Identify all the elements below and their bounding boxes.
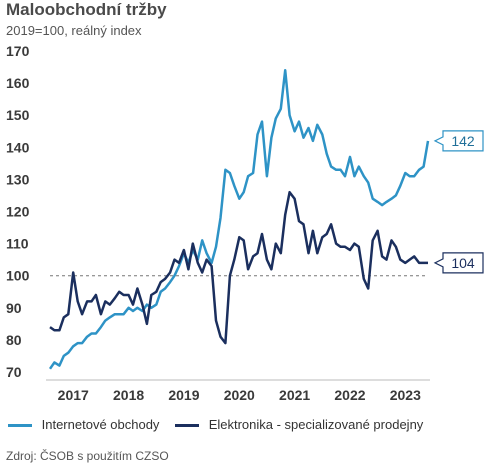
x-tick-label: 2022 (334, 387, 365, 403)
y-tick-label: 90 (6, 300, 22, 316)
series-line-internet (48, 69, 430, 370)
legend-swatch-internet (8, 424, 32, 428)
y-tick-label: 140 (6, 139, 30, 155)
source-note: Zdroj: ČSOB s použitím CZSO (6, 449, 169, 463)
x-tick-label: 2018 (113, 387, 144, 403)
y-tick-label: 80 (6, 332, 22, 348)
chart-title: Maloobchodní tržby (6, 0, 167, 19)
y-tick-label: 120 (6, 204, 30, 220)
y-tick-label: 110 (6, 236, 29, 252)
x-tick-label: 2017 (58, 387, 89, 403)
chart-canvas: 70 80 90 100 110 120 130 140 150 160 170 2017 2018 20… (6, 43, 484, 403)
chart-subtitle: 2019=100, reálný index (6, 23, 142, 38)
x-tick-label: 2019 (168, 387, 199, 403)
y-tick-label: 170 (6, 43, 30, 59)
x-tick-label: 2020 (224, 387, 255, 403)
legend-swatch-electronics (175, 424, 200, 428)
y-tick-label: 150 (6, 107, 30, 123)
legend-item-internet: Internetové obchody (8, 417, 159, 432)
y-tick-label: 130 (6, 171, 30, 187)
x-tick-label: 2023 (390, 387, 421, 403)
legend-item-electronics: Elektronika - specializované prodejny (175, 417, 423, 432)
legend-label-internet: Internetové obchody (41, 417, 160, 432)
end-label-box-internet (433, 130, 484, 152)
legend: Internetové obchody Elektronika - specia… (8, 417, 435, 432)
y-tick-label: 160 (6, 75, 30, 91)
y-tick-label: 70 (6, 364, 22, 380)
end-label-internet: 142 (451, 133, 475, 149)
y-tick-label: 100 (6, 268, 30, 284)
end-label-box-electronics (433, 252, 484, 274)
series-line-electronics (49, 190, 428, 345)
legend-label-electronics: Elektronika - specializované prodejny (208, 417, 424, 432)
end-label-electronics: 104 (451, 255, 475, 271)
x-tick-label: 2021 (279, 387, 310, 403)
